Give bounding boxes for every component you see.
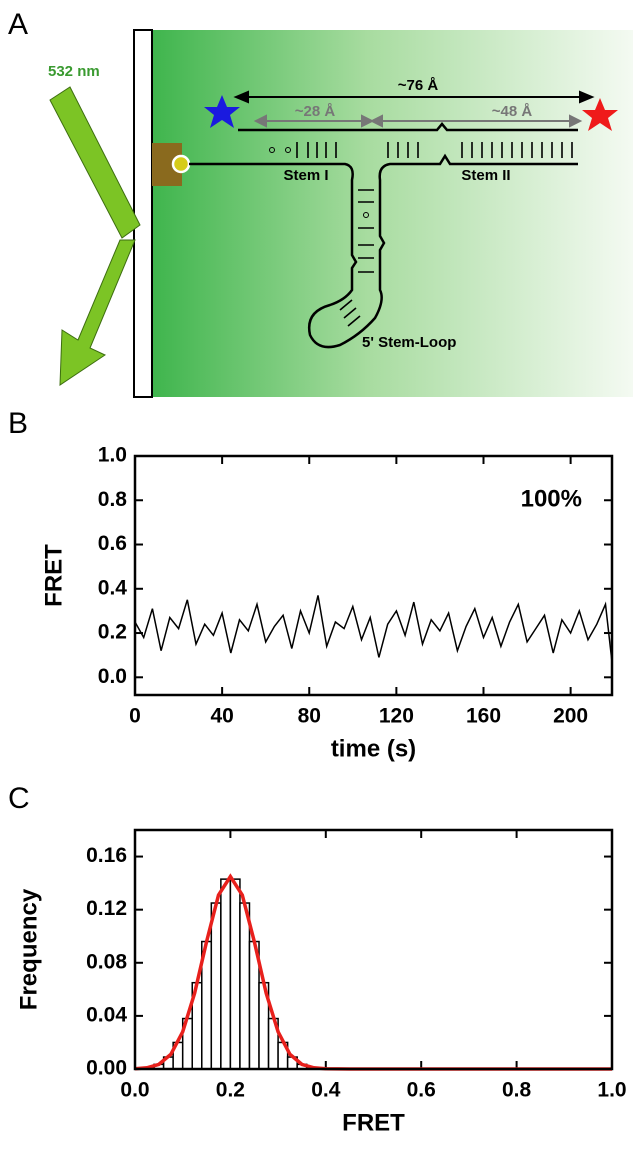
x-tick-label: 0.2 [216, 1079, 245, 1102]
x-tick-label: 1.0 [597, 1079, 626, 1102]
laser-in [49, 86, 141, 239]
distance-label: ~76 Å [398, 77, 439, 94]
x-tick-label: 0 [129, 705, 141, 728]
distance-arrow [233, 90, 595, 104]
plot-frame [133, 828, 614, 1071]
evanescent-field [152, 30, 633, 397]
wobble [269, 147, 275, 153]
distance-label: ~48 Å [492, 103, 533, 120]
x-axis-title: FRET [342, 1109, 405, 1136]
x-tick-label: 0.6 [407, 1079, 436, 1102]
rna [189, 122, 578, 349]
slide [133, 29, 153, 398]
y-axis-title: Frequency [15, 888, 42, 1010]
distance-arrow [253, 114, 583, 128]
x-tick-label: 0.8 [502, 1079, 532, 1102]
panel-label: A [8, 8, 28, 41]
x-tick-label: 40 [210, 705, 233, 728]
plot-frame [133, 454, 614, 697]
donor [204, 95, 240, 128]
wobble [363, 212, 369, 218]
stem-label: Stem I [283, 167, 328, 184]
y-tick-label: 0.08 [86, 950, 127, 973]
panel-label: C [8, 782, 30, 815]
panel-label: B [8, 407, 28, 440]
y-tick-label: 0.00 [86, 1057, 127, 1080]
trace [135, 595, 612, 669]
y-tick-label: 0.8 [98, 488, 128, 511]
wobble [285, 147, 291, 153]
y-tick-label: 0.04 [86, 1003, 127, 1026]
y-tick-label: 0.16 [86, 844, 127, 867]
laser-label: 532 nm [48, 63, 100, 80]
x-tick-label: 0.0 [120, 1079, 149, 1102]
stem-label: Stem II [461, 167, 510, 184]
bar [220, 878, 232, 1070]
y-tick-label: 0.6 [98, 532, 127, 555]
annotation: 100% [521, 485, 582, 512]
y-tick-label: 1.0 [98, 444, 127, 467]
bar [229, 878, 241, 1070]
y-axis-title: FRET [40, 544, 67, 607]
bar [239, 902, 251, 1070]
laser-out [59, 239, 136, 386]
x-tick-label: 200 [553, 705, 588, 728]
biotin [171, 154, 191, 174]
y-tick-label: 0.12 [86, 897, 127, 920]
distance-label: ~28 Å [295, 103, 336, 120]
x-tick-label: 80 [298, 705, 321, 728]
bar [210, 902, 222, 1070]
x-tick-label: 120 [379, 705, 414, 728]
x-tick-label: 160 [466, 705, 501, 728]
y-tick-label: 0.0 [98, 665, 127, 688]
y-tick-label: 0.2 [98, 621, 127, 644]
x-axis-title: time (s) [331, 735, 416, 762]
acceptor [582, 98, 618, 131]
x-tick-label: 0.4 [311, 1079, 341, 1102]
base-pairs [296, 142, 573, 327]
y-tick-label: 0.4 [98, 576, 128, 599]
panel-a: A 532 nm ~76 Å ~28 Å ~48 Å [8, 8, 633, 398]
loop-label: 5' Stem-Loop [362, 334, 456, 351]
